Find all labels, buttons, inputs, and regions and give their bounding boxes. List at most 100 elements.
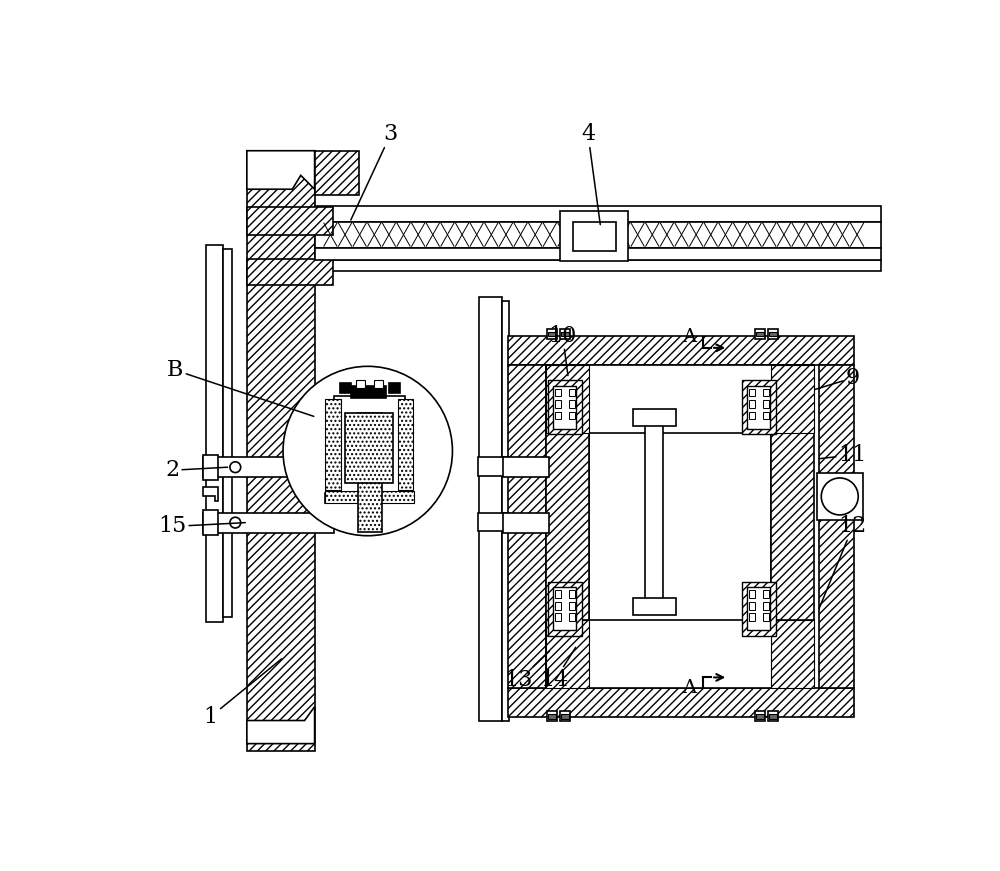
Circle shape [821, 478, 858, 515]
Text: 2: 2 [165, 459, 228, 482]
Bar [749, 591, 755, 598]
Text: A: A [683, 328, 697, 346]
Bar [560, 712, 570, 721]
Text: 1: 1 [204, 659, 282, 727]
Bar [742, 380, 776, 434]
Bar [547, 328, 557, 339]
Bar [548, 714, 556, 719]
Bar [569, 591, 575, 598]
Bar [203, 513, 334, 533]
Bar [763, 400, 769, 408]
Bar [479, 297, 502, 720]
Bar [769, 714, 777, 719]
Bar [358, 413, 382, 532]
Bar [819, 365, 854, 688]
Bar [374, 380, 383, 388]
Bar [749, 613, 755, 621]
Bar [478, 513, 509, 531]
Bar [478, 457, 509, 476]
Text: 4: 4 [581, 123, 600, 225]
Polygon shape [247, 151, 315, 189]
Bar [569, 602, 575, 610]
Bar [508, 688, 854, 718]
Bar [555, 388, 561, 396]
Text: 10: 10 [548, 325, 577, 375]
Bar [560, 328, 570, 339]
Bar [503, 513, 549, 533]
Bar [340, 383, 351, 393]
Bar [771, 620, 814, 688]
Bar [325, 491, 414, 503]
Bar [561, 332, 569, 336]
Text: 11: 11 [819, 444, 867, 466]
Text: 9: 9 [815, 367, 860, 389]
Bar [763, 591, 769, 598]
Circle shape [230, 517, 241, 528]
Bar [546, 365, 589, 433]
Bar [569, 388, 575, 396]
Bar [561, 714, 569, 719]
Bar [206, 245, 223, 622]
Polygon shape [325, 395, 414, 503]
Bar [555, 602, 561, 610]
Bar [756, 714, 764, 719]
Bar [555, 412, 561, 420]
Text: 15: 15 [158, 516, 245, 537]
Bar [315, 247, 881, 260]
Bar [508, 335, 854, 365]
Bar [546, 365, 814, 433]
Text: 13: 13 [504, 652, 549, 692]
Bar [553, 587, 576, 631]
Bar [203, 455, 218, 480]
Bar [398, 399, 413, 490]
Bar [553, 386, 576, 429]
Bar [768, 328, 778, 339]
Bar [569, 613, 575, 621]
Polygon shape [203, 487, 218, 501]
Bar [546, 620, 814, 688]
Bar [817, 473, 863, 520]
Text: B: B [167, 359, 314, 416]
Bar [547, 712, 557, 721]
Bar [755, 328, 765, 339]
Bar [555, 591, 561, 598]
Bar [749, 602, 755, 610]
Circle shape [283, 367, 452, 536]
Bar [351, 386, 386, 398]
Bar [769, 332, 777, 336]
Bar [503, 457, 549, 477]
Bar [742, 582, 776, 636]
Bar [633, 598, 676, 615]
Bar [768, 712, 778, 721]
Bar [223, 249, 232, 618]
Bar [747, 587, 770, 631]
Bar [763, 412, 769, 420]
Bar [573, 221, 616, 251]
Bar [315, 221, 881, 247]
Polygon shape [247, 706, 315, 744]
Bar [749, 412, 755, 420]
Bar [763, 602, 769, 610]
Bar [756, 332, 764, 336]
Bar [560, 211, 628, 260]
Bar [203, 510, 218, 535]
Bar [763, 613, 769, 621]
Bar [356, 380, 365, 388]
Bar [247, 207, 333, 234]
Circle shape [230, 462, 241, 473]
Bar [645, 413, 663, 611]
Bar [755, 712, 765, 721]
Bar [569, 412, 575, 420]
Bar [548, 582, 582, 636]
Bar [589, 365, 771, 688]
Text: 12: 12 [819, 516, 867, 609]
Bar [546, 620, 589, 688]
Text: 3: 3 [351, 123, 398, 220]
Bar [247, 259, 333, 286]
Bar [555, 400, 561, 408]
Bar [633, 408, 676, 426]
Bar [315, 260, 881, 271]
Text: 14: 14 [541, 647, 576, 692]
Bar [203, 457, 334, 477]
Bar [325, 399, 341, 490]
